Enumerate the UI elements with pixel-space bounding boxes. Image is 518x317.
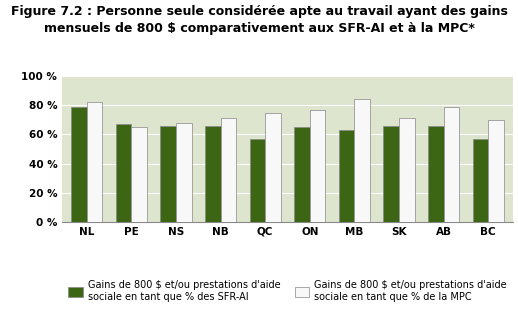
- Bar: [488, 120, 504, 222]
- Bar: [250, 139, 265, 222]
- Text: Figure 7.2 : Personne seule considérée apte au travail ayant des gains
mensuels : Figure 7.2 : Personne seule considérée a…: [10, 5, 508, 35]
- Bar: [354, 100, 370, 222]
- Bar: [428, 126, 443, 222]
- Bar: [294, 127, 310, 222]
- Bar: [205, 126, 221, 222]
- Bar: [265, 113, 281, 222]
- Bar: [339, 130, 354, 222]
- Legend: Gains de 800 $ et/ou prestations d'aide
sociale en tant que % des SFR-AI, Gains : Gains de 800 $ et/ou prestations d'aide …: [65, 277, 510, 305]
- Bar: [176, 123, 192, 222]
- Bar: [161, 126, 176, 222]
- Bar: [132, 127, 147, 222]
- Bar: [116, 124, 132, 222]
- Bar: [383, 126, 399, 222]
- Bar: [310, 110, 325, 222]
- Bar: [87, 102, 103, 222]
- Bar: [472, 139, 488, 222]
- Bar: [221, 118, 236, 222]
- Bar: [71, 107, 87, 222]
- Bar: [443, 107, 459, 222]
- Bar: [399, 118, 414, 222]
